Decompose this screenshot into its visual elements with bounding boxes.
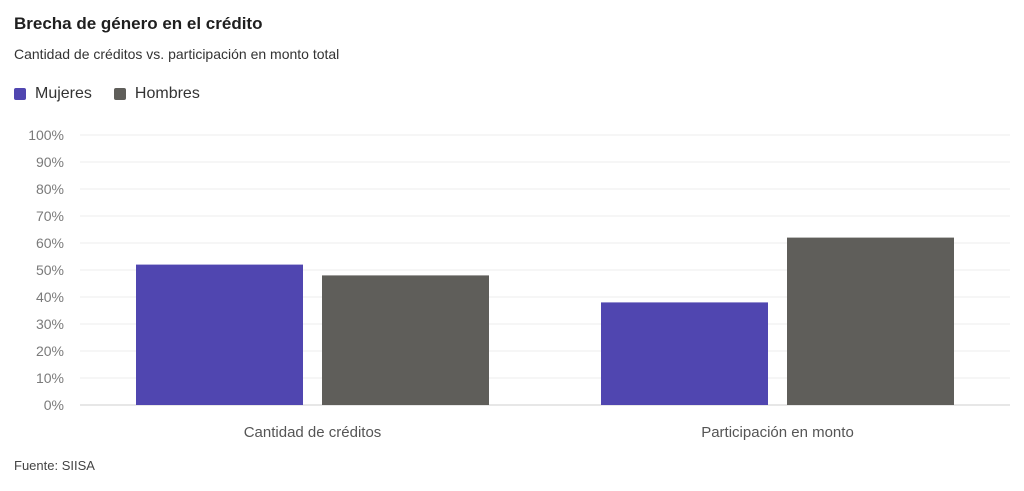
legend: Mujeres Hombres xyxy=(14,85,200,103)
x-category-label: Cantidad de créditos xyxy=(244,424,382,441)
y-tick-label: 100% xyxy=(28,127,64,143)
y-tick-label: 50% xyxy=(36,262,64,278)
y-tick-label: 70% xyxy=(36,208,64,224)
y-tick-label: 0% xyxy=(44,397,64,413)
legend-item-mujeres[interactable]: Mujeres xyxy=(14,85,92,103)
bar-hombres-2[interactable] xyxy=(787,237,954,405)
source-note: Fuente: SIISA xyxy=(14,458,95,473)
y-tick-label: 30% xyxy=(36,316,64,332)
y-tick-label: 90% xyxy=(36,154,64,170)
x-category-label: Participación en monto xyxy=(701,424,854,441)
x-axis-labels: Cantidad de créditos Participación en mon… xyxy=(244,424,854,441)
y-tick-label: 60% xyxy=(36,235,64,251)
legend-label-mujeres: Mujeres xyxy=(35,85,92,102)
legend-swatch-mujeres xyxy=(14,88,26,100)
bar-mujeres-2[interactable] xyxy=(601,302,768,405)
y-tick-label: 80% xyxy=(36,181,64,197)
legend-item-hombres[interactable]: Hombres xyxy=(113,85,200,103)
chart-title: Brecha de género en el crédito xyxy=(14,14,263,33)
chart-subtitle: Cantidad de créditos vs. participación e… xyxy=(14,46,340,62)
y-tick-label: 10% xyxy=(36,370,64,386)
legend-label-hombres: Hombres xyxy=(134,85,200,102)
y-tick-label: 20% xyxy=(36,343,64,359)
legend-swatch-hombres xyxy=(113,88,126,100)
bar-hombres-1[interactable] xyxy=(322,275,489,405)
bars xyxy=(136,237,954,405)
bar-mujeres-1[interactable] xyxy=(136,264,303,405)
y-tick-label: 40% xyxy=(36,289,64,305)
y-axis-ticks: 0% 10% 20% 30% 40% 50% 60% 70% 80% 90% 100% xyxy=(28,127,64,413)
